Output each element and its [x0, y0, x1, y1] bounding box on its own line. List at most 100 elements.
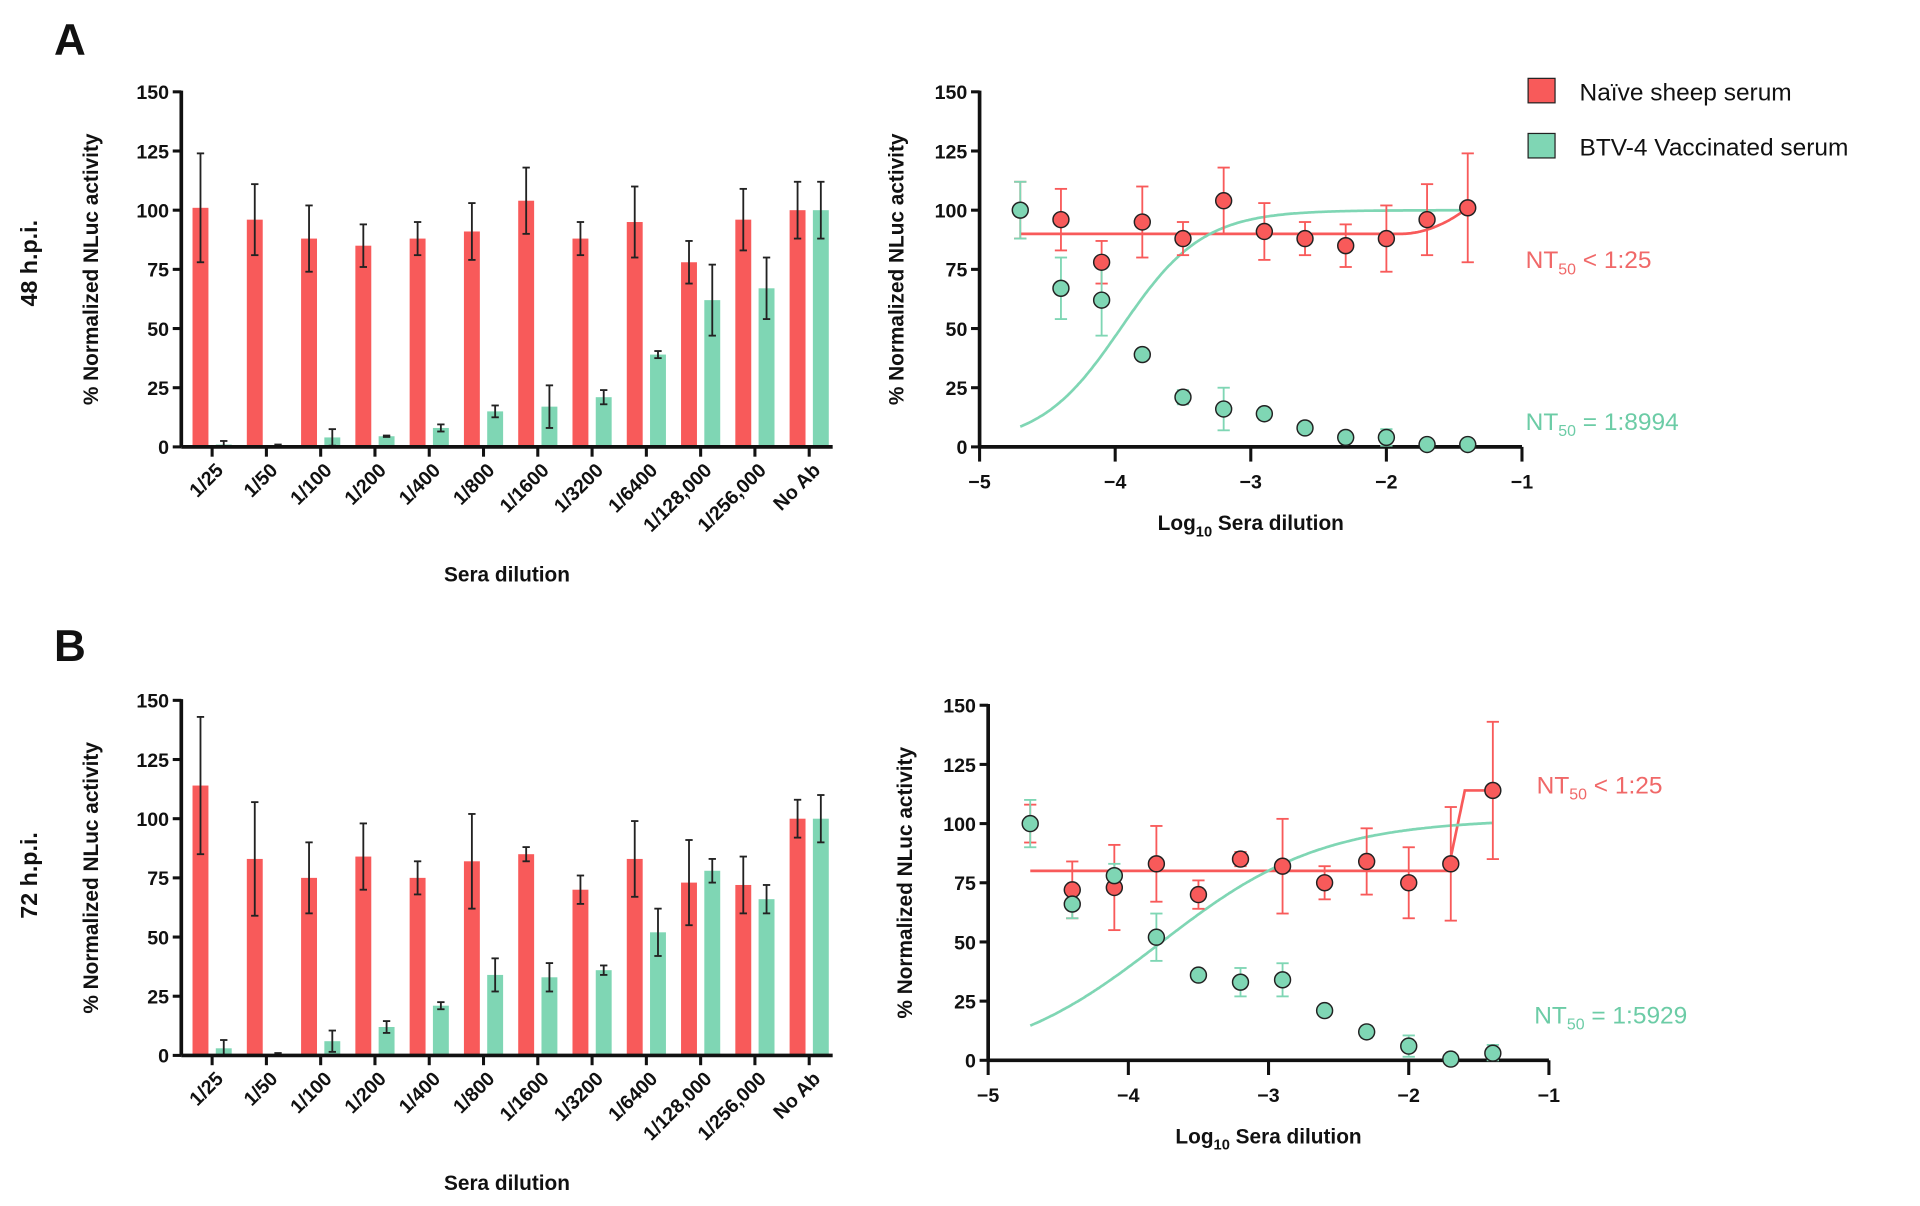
timepoint-label-b: 72 h.p.i.	[16, 832, 42, 919]
y-tick-label: 125	[136, 750, 169, 772]
point-naive	[1418, 210, 1436, 229]
point-vaccinated	[1296, 419, 1314, 437]
bar-naive	[626, 222, 643, 447]
point-vaccinated	[1063, 895, 1081, 913]
fit-curve-vaccinated	[1019, 208, 1468, 428]
y-tick-label: 75	[946, 260, 968, 282]
bar-naive	[789, 210, 806, 447]
bar-naive	[192, 785, 209, 1056]
x-tick-label: 1/1600	[496, 459, 554, 517]
x-tick-label: −3	[1240, 472, 1262, 494]
point-naive	[1459, 199, 1477, 217]
bar-naive	[246, 858, 263, 1056]
y-axis-label: % Normalized NLuc activity	[894, 747, 917, 1019]
panel-label-b: B	[54, 622, 86, 671]
y-axis-label: % Normalized NLuc activity	[80, 133, 103, 405]
point-naive	[1231, 850, 1250, 868]
y-tick-label: 25	[946, 378, 968, 400]
point-naive	[1377, 229, 1396, 248]
y-tick-label: 25	[954, 991, 976, 1013]
y-tick-label: 75	[954, 873, 976, 895]
x-axis-label: Log10 Sera dilution	[1175, 1126, 1361, 1154]
bar-naive	[409, 238, 426, 447]
dose-response-chart-b: −5 −4 −3 −2 −1 0 25 50 75 100 125 150 % Normalized N…	[894, 696, 1560, 1154]
point-vaccinated	[1400, 1037, 1418, 1055]
point-naive	[1092, 253, 1111, 271]
bar-vaccinated	[595, 397, 612, 447]
point-naive	[1357, 852, 1376, 871]
y-tick-label: 150	[136, 691, 169, 713]
y-axis-label: % Normalized NLuc activity	[886, 133, 909, 405]
y-tick-label: 150	[935, 82, 968, 104]
x-tick-label: 1/25	[185, 459, 228, 502]
bar-vaccinated	[650, 932, 666, 1056]
bar-naive	[409, 877, 426, 1056]
x-tick-label: 1/3200	[550, 459, 608, 517]
point-naive	[1442, 855, 1460, 873]
bar-naive	[463, 861, 480, 1056]
bar-naive	[355, 856, 372, 1056]
point-naive	[1133, 213, 1152, 231]
y-tick-label: 75	[147, 260, 169, 282]
point-naive	[1189, 885, 1208, 904]
point-vaccinated	[1011, 201, 1029, 219]
bar-vaccinated	[487, 411, 504, 447]
point-vaccinated	[1442, 1050, 1460, 1068]
bar-naive	[518, 854, 535, 1056]
legend-label-vaccinated: BTV-4 Vaccinated serum	[1580, 134, 1849, 161]
y-tick-label: 0	[965, 1051, 976, 1073]
point-vaccinated	[1052, 279, 1070, 297]
x-tick-label: −4	[1117, 1085, 1139, 1107]
bar-naive	[355, 245, 372, 447]
bar-vaccinated	[432, 427, 449, 447]
bar-naive	[789, 818, 806, 1056]
legend-swatch-vaccinated	[1527, 132, 1556, 159]
bar-vaccinated	[812, 818, 829, 1056]
x-tick-label: 1/800	[449, 1068, 499, 1118]
x-tick-label: −4	[1104, 472, 1126, 494]
y-tick-label: 125	[943, 755, 976, 777]
dose-response-chart-a: −5 −4 −3 −2 −1 0 25 50 75 100 125 150 % Normalized N…	[886, 82, 1534, 540]
nt50-vaccinated-a: NT50 = 1:8994	[1526, 409, 1679, 440]
point-vaccinated	[1357, 1023, 1376, 1041]
bar-vaccinated	[650, 354, 666, 447]
point-vaccinated	[1133, 345, 1152, 364]
x-tick-label: No Ab	[769, 459, 825, 515]
bar-naive	[572, 889, 589, 1056]
point-naive	[1214, 192, 1233, 210]
fit-curve-vaccinated	[1029, 821, 1493, 1027]
x-tick-label: 1/800	[449, 459, 499, 509]
bar-vaccinated	[758, 899, 775, 1056]
y-tick-label: 0	[956, 437, 967, 459]
y-tick-label: 75	[147, 868, 169, 890]
point-vaccinated	[1418, 435, 1436, 454]
y-tick-label: 50	[946, 319, 968, 341]
nt50-naive-a: NT50 < 1:25	[1526, 247, 1652, 278]
point-vaccinated	[1337, 428, 1355, 447]
bar-naive	[735, 884, 752, 1056]
x-tick-label: 1/1600	[496, 1068, 554, 1126]
timepoint-label-a: 48 h.p.i.	[16, 220, 42, 307]
point-naive	[1337, 236, 1355, 255]
x-tick-label: 1/400	[395, 1068, 445, 1118]
point-naive	[1052, 210, 1070, 229]
x-tick-label: No Ab	[769, 1068, 825, 1124]
x-tick-label: −1	[1511, 472, 1533, 494]
x-tick-label: 1/100	[286, 459, 336, 509]
point-vaccinated	[1231, 973, 1250, 991]
x-tick-label: −1	[1538, 1085, 1560, 1107]
x-tick-label: −2	[1398, 1085, 1420, 1107]
x-tick-label: 1/25	[185, 1068, 228, 1111]
point-vaccinated	[1315, 1001, 1334, 1020]
bar-naive	[735, 219, 752, 447]
fit-curve-naive	[1030, 789, 1493, 873]
point-naive	[1315, 874, 1334, 892]
y-tick-label: 100	[136, 201, 169, 223]
point-naive	[1174, 229, 1192, 248]
point-naive	[1273, 857, 1292, 875]
y-tick-label: 100	[136, 809, 169, 831]
y-axis-label: % Normalized NLuc activity	[80, 742, 103, 1014]
y-tick-label: 50	[954, 932, 976, 954]
y-tick-label: 125	[935, 141, 968, 163]
